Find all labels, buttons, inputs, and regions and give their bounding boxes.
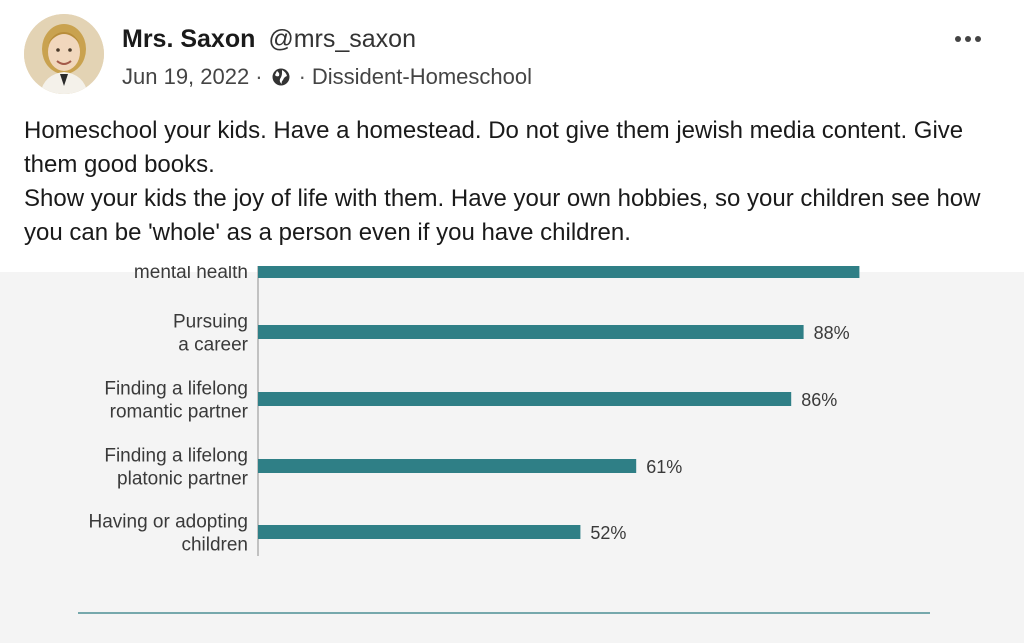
author-name[interactable]: Mrs. Saxon: [122, 25, 256, 53]
category-label-3-0: Finding a lifelong: [104, 446, 248, 467]
globe-icon: [271, 67, 291, 87]
value-label-4: 52%: [590, 523, 626, 543]
post-header: Mrs. Saxon @mrs_saxon Jun 19, 2022 · · D…: [0, 0, 1024, 110]
author-line: Mrs. Saxon @mrs_saxon: [122, 25, 416, 54]
avatar[interactable]: [24, 14, 104, 94]
meta-separator: ·: [255, 64, 263, 89]
more-horizontal-icon: [955, 36, 981, 42]
category-label-2-0: Finding a lifelong: [104, 379, 248, 400]
value-label-3: 61%: [646, 457, 682, 477]
category-label-1-1: a career: [178, 335, 248, 356]
post-body: Homeschool your kids. Have a homestead. …: [24, 114, 984, 250]
attached-image[interactable]: mental health Pursuing a career 88% Finding …: [0, 266, 1024, 643]
avatar-portrait: [24, 14, 104, 94]
bar-3: [258, 459, 637, 473]
bar-0: [258, 266, 860, 278]
more-options-button[interactable]: [950, 24, 986, 54]
post-meta: Jun 19, 2022 · · Dissident-Homeschool: [122, 64, 532, 90]
value-label-2: 86%: [801, 390, 837, 410]
author-handle[interactable]: @mrs_saxon: [268, 25, 416, 53]
post-date[interactable]: Jun 19, 2022: [122, 64, 250, 89]
value-label-1: 88%: [814, 323, 850, 343]
bar-2: [258, 392, 792, 406]
bar-1: [258, 325, 804, 339]
post-paragraph-2: Show your kids the joy of life with them…: [24, 185, 981, 246]
post-paragraph-1: Homeschool your kids. Have a homestead. …: [24, 117, 964, 178]
category-label-4-1: children: [181, 535, 248, 556]
category-label-1-0: Pursuing: [173, 312, 248, 333]
category-label-3-1: platonic partner: [117, 469, 249, 490]
category-label-2-1: romantic partner: [110, 402, 249, 423]
group-link[interactable]: Dissident-Homeschool: [311, 64, 532, 89]
category-label-4-0: Having or adopting: [89, 512, 249, 533]
meta-separator-2: ·: [298, 64, 306, 89]
category-label-0-0: mental health: [134, 266, 248, 283]
bar-4: [258, 525, 581, 539]
